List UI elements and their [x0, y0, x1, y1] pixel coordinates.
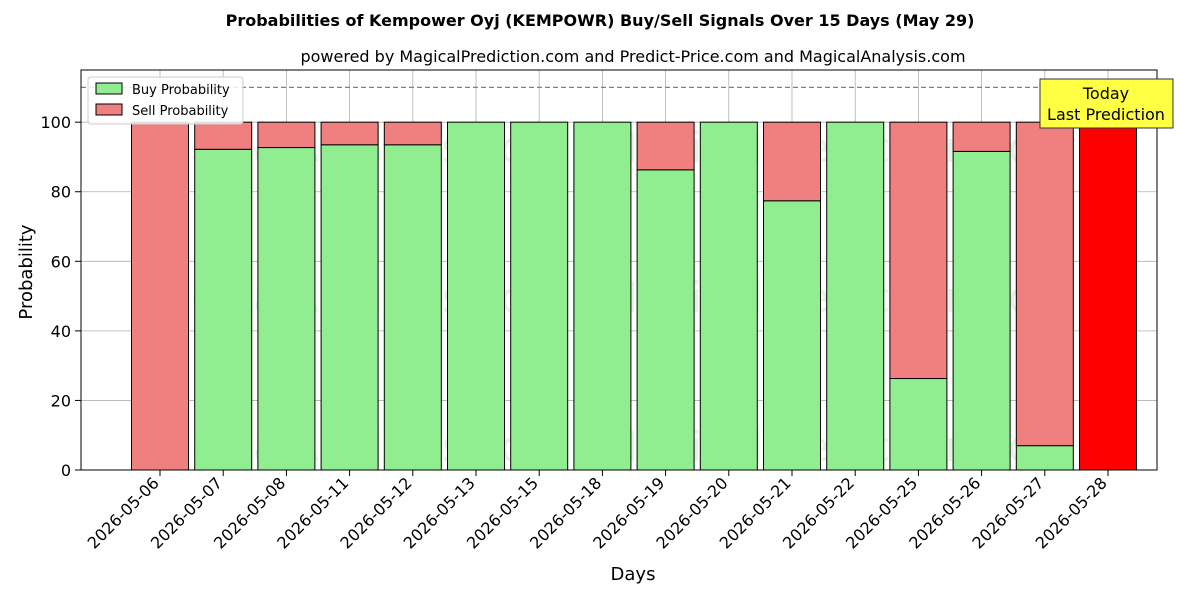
bar-buy — [383, 144, 442, 471]
bar-buy — [320, 144, 379, 471]
annotation-line-1: Today — [1082, 84, 1129, 103]
bar-sell — [320, 121, 379, 146]
y-tick-label: 20 — [51, 391, 71, 410]
bar-sell — [952, 121, 1011, 152]
y-tick-label: 80 — [51, 183, 71, 202]
bar-buy — [510, 121, 569, 471]
bar-sell — [763, 121, 821, 202]
x-axis-label: Days — [611, 564, 656, 585]
bar-sell-highlight — [1079, 121, 1137, 471]
y-tick-label: 40 — [51, 322, 71, 341]
y-tick-label: 0 — [61, 461, 71, 480]
bar-sell — [636, 121, 695, 171]
legend-label-buy: Buy Probability — [132, 83, 230, 98]
bar-sell — [194, 121, 253, 150]
bars-layer — [131, 121, 1137, 471]
bar-sell — [383, 121, 442, 146]
bar-buy — [636, 169, 695, 471]
x-axis: 2026-05-062026-05-072026-05-082026-05-11… — [84, 470, 1111, 553]
bar-buy — [1015, 445, 1074, 471]
bar-buy — [447, 121, 505, 471]
today-annotation: Today Last Prediction — [1039, 78, 1174, 129]
y-axis: 0 20 40 60 80 100 — [40, 113, 81, 480]
bar-sell — [131, 121, 189, 471]
plot-frame — [80, 69, 1158, 471]
bar-buy — [573, 121, 632, 471]
annotation-line-2: Last Prediction — [1047, 105, 1165, 124]
chart-title: Probabilities of Kempower Oyj (KEMPOWR) … — [226, 11, 975, 30]
legend-swatch-sell — [95, 103, 123, 116]
y-tick-label: 100 — [40, 113, 71, 132]
bar-buy — [763, 200, 821, 471]
legend-box — [87, 76, 244, 125]
bar-sell — [1015, 121, 1074, 447]
bar-buy — [889, 378, 948, 471]
bar-buy — [699, 121, 758, 471]
y-tick-label: 60 — [51, 252, 71, 271]
legend-swatch-buy — [95, 82, 123, 95]
chart-subtitle: powered by MagicalPrediction.com and Pre… — [300, 47, 965, 66]
bar-sell — [257, 121, 316, 149]
legend-label-sell: Sell Probability — [132, 104, 229, 119]
legend: Buy Probability Sell Probability — [87, 76, 244, 125]
bar-buy — [952, 150, 1011, 471]
bar-buy — [826, 121, 885, 471]
y-axis-label: Probability — [16, 224, 37, 319]
bar-sell — [889, 121, 948, 380]
bar-buy — [194, 148, 253, 471]
annotation-box — [1039, 78, 1174, 129]
bar-buy — [257, 147, 316, 471]
